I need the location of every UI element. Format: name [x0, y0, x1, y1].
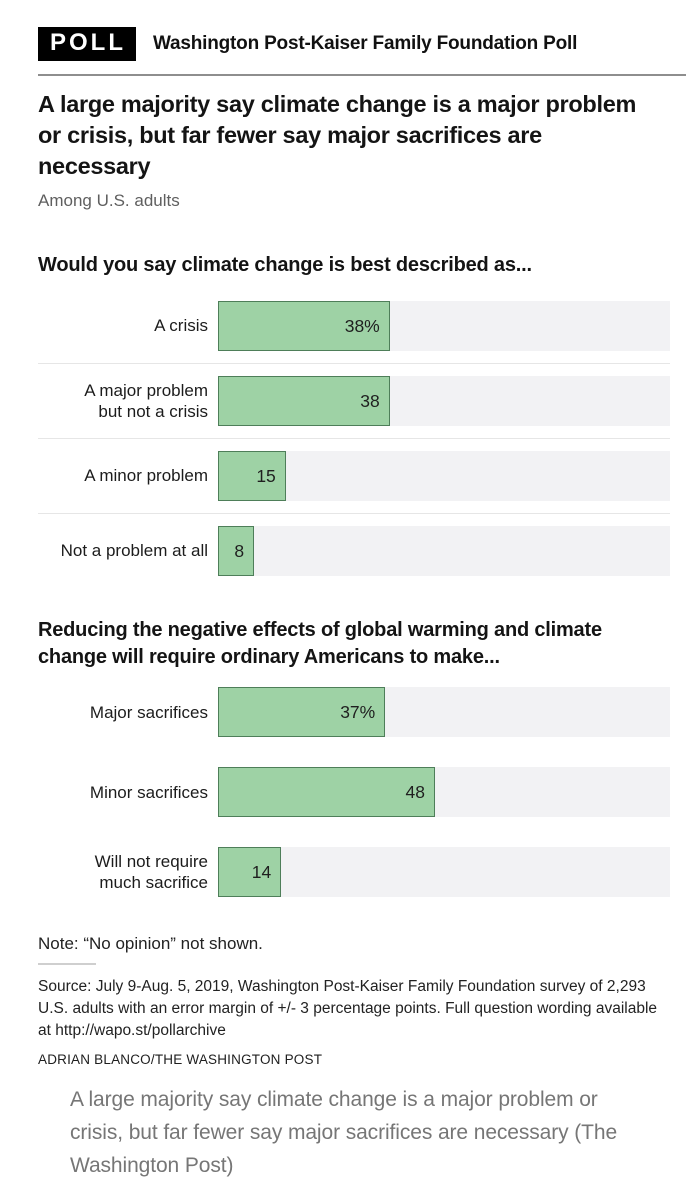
- chart-2: Major sacrifices 37% Minor sacrifices 48 Wil…: [38, 687, 670, 898]
- bar-fill: 8: [218, 526, 255, 577]
- bar-row: Minor sacrifices 48: [38, 767, 670, 818]
- bar-category-label: A crisis: [154, 316, 208, 336]
- brand-title: Washington Post-Kaiser Family Foundation…: [153, 33, 578, 55]
- bar-row: A minor problem 15: [38, 439, 670, 515]
- question-1-title: Would you say climate change is best des…: [38, 254, 532, 277]
- poll-badge: POLL: [38, 27, 136, 62]
- bar-category-label: A major problem but not a crisis: [84, 380, 208, 422]
- bar-value-label: 8: [234, 540, 245, 561]
- note-text: Note: “No opinion” not shown.: [38, 934, 263, 954]
- bar-row: Will not require much sacrifice 14: [38, 847, 670, 898]
- bar-value-label: 37%: [340, 701, 376, 722]
- bar-value-label: 14: [251, 861, 272, 882]
- byline-credit: ADRIAN BLANCO/THE WASHINGTON POST: [38, 1052, 323, 1068]
- bar-track: 38%: [218, 301, 670, 352]
- bar-fill: 14: [218, 847, 282, 898]
- bar-track: 15: [218, 451, 670, 502]
- bar-row: Not a problem at all 8: [38, 514, 670, 588]
- bar-fill: 38: [218, 376, 390, 427]
- bar-value-label: 38%: [344, 315, 380, 336]
- bar-value-label: 38: [360, 390, 380, 411]
- bar-row: A crisis 38%: [38, 289, 670, 365]
- bar-row: Major sacrifices 37%: [38, 687, 670, 738]
- bar-value-label: 48: [405, 781, 425, 802]
- bar-row: A major problem but not a crisis 38: [38, 364, 670, 440]
- bar-fill: 38%: [218, 301, 390, 352]
- bar-category-label: Will not require much sacrifice: [94, 851, 208, 893]
- bar-value-label: 15: [256, 465, 276, 486]
- bar-track: 14: [218, 847, 670, 898]
- bar-track: 8: [218, 526, 670, 577]
- header: POLL Washington Post-Kaiser Family Found…: [38, 27, 670, 62]
- bar-track: 37%: [218, 687, 670, 738]
- bar-category-label: Not a problem at all: [60, 541, 208, 561]
- header-divider: [38, 74, 686, 77]
- bar-category-label: A minor problem: [84, 466, 208, 486]
- bar-category-label: Minor sacrifices: [89, 782, 208, 802]
- source-text: Source: July 9-Aug. 5, 2019, Washington …: [38, 978, 658, 1040]
- chart-1: A crisis 38% A major problem but not a cri…: [38, 289, 670, 588]
- headline: A large majority say climate change is a…: [38, 91, 637, 180]
- subtitle: Among U.S. adults: [38, 191, 180, 211]
- bar-category-label: Major sacrifices: [89, 702, 208, 722]
- question-2-title: Reducing the negative effects of global …: [38, 619, 602, 668]
- bar-fill: 15: [218, 451, 286, 502]
- bar-track: 38: [218, 376, 670, 427]
- bar-track: 48: [218, 767, 670, 818]
- article-caption: A large majority say climate change is a…: [70, 1088, 618, 1178]
- note-divider: [38, 963, 96, 966]
- bar-fill: 37%: [218, 687, 386, 738]
- bar-fill: 48: [218, 767, 435, 818]
